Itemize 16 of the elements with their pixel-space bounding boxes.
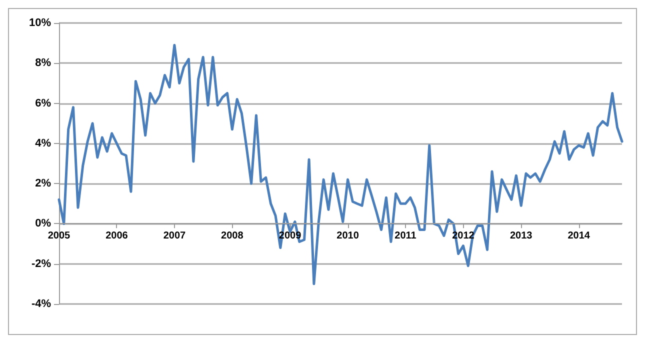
x-tick-label: 2010 <box>336 230 360 242</box>
y-tick-label: 4% <box>35 137 52 150</box>
x-tick-label: 2011 <box>394 230 417 242</box>
x-tick-label: 2013 <box>510 230 533 242</box>
y-tick-label: 2% <box>35 178 52 190</box>
y-tick-label: 0% <box>35 218 52 230</box>
y-tick-label: 8% <box>35 57 52 70</box>
y-tick-label: -4% <box>31 298 52 310</box>
y-tick-label: -2% <box>31 258 52 270</box>
x-tick-label: 2005 <box>48 230 71 242</box>
x-tick-label: 2006 <box>106 230 128 242</box>
x-tick-label: 2014 <box>568 230 590 242</box>
x-tick-label: 2008 <box>221 230 244 242</box>
y-tick-label: 6% <box>35 97 52 110</box>
y-tick-label: 10% <box>28 17 52 29</box>
x-tick-label: 2007 <box>163 230 186 242</box>
